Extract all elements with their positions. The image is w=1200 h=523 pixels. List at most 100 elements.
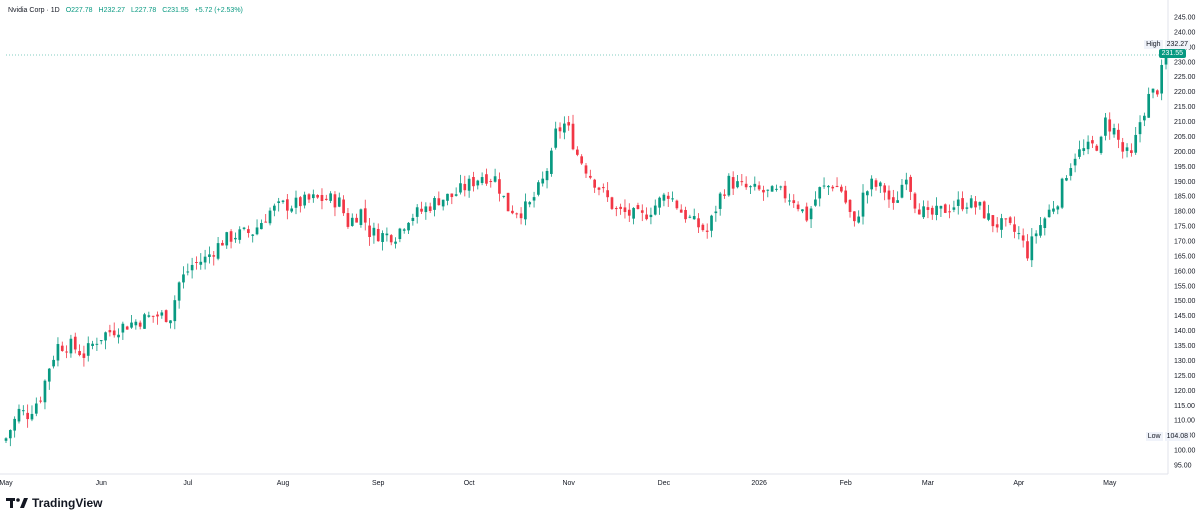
- candle-body: [238, 229, 242, 240]
- x-tick-label: Jul: [183, 480, 192, 487]
- y-tick-label: 100.00: [1174, 448, 1196, 455]
- candle-body: [1052, 208, 1055, 212]
- low-value: L227.78: [130, 7, 157, 14]
- candle-body: [1078, 149, 1081, 157]
- candle-body: [762, 189, 765, 193]
- candle-body: [558, 127, 562, 132]
- candle-body: [866, 191, 869, 196]
- candle-body: [779, 186, 783, 188]
- tradingview-logo[interactable]: TradingView: [6, 496, 102, 510]
- y-tick-label: 135.00: [1174, 343, 1196, 350]
- candle-body: [532, 197, 536, 201]
- candle-body: [1095, 145, 1099, 151]
- candle-body: [645, 214, 648, 220]
- y-tick-label: 170.00: [1174, 239, 1196, 246]
- candle-body: [247, 229, 250, 234]
- candle-body: [17, 408, 21, 422]
- candle-body: [1143, 115, 1146, 121]
- candle-body: [684, 209, 687, 220]
- x-tick-label: Oct: [464, 480, 475, 487]
- candle-body: [904, 179, 908, 185]
- change-value: +5.72 (+2.53%): [194, 7, 243, 14]
- y-tick-label: 225.00: [1174, 74, 1196, 81]
- candle-body: [666, 195, 670, 199]
- x-tick-label: Jun: [96, 480, 107, 487]
- candle-body: [545, 170, 549, 181]
- candle-body: [801, 209, 804, 212]
- candle-body: [91, 343, 94, 347]
- candle-body: [43, 380, 47, 403]
- candle-body: [433, 197, 436, 210]
- candle-body: [978, 202, 982, 206]
- candle-body: [1091, 140, 1094, 144]
- candle-body: [173, 300, 177, 322]
- candle-body: [749, 186, 752, 188]
- candle-body: [1000, 218, 1003, 230]
- candle-body: [874, 180, 878, 187]
- candle-body: [480, 177, 484, 184]
- candle-body: [121, 323, 125, 333]
- candle-body: [463, 183, 467, 191]
- candle-body: [636, 205, 640, 209]
- candle-body: [969, 198, 973, 208]
- candle-body: [606, 190, 609, 198]
- candle-body: [428, 206, 432, 212]
- candle-body: [372, 227, 376, 236]
- close-value: C231.55: [162, 7, 189, 14]
- candle-body: [853, 211, 856, 222]
- candle-body: [1069, 168, 1073, 176]
- candle-body: [441, 199, 445, 207]
- candle-body: [571, 123, 575, 150]
- candle-body: [948, 211, 951, 213]
- candle-body: [619, 206, 622, 209]
- candle-body: [1034, 233, 1038, 237]
- candle-body: [580, 156, 584, 164]
- candle-body: [744, 183, 748, 188]
- candle-body: [1039, 225, 1042, 236]
- candle-body: [961, 198, 964, 210]
- candle-body: [337, 197, 341, 207]
- candle-body: [446, 193, 449, 201]
- candle-body: [234, 237, 237, 240]
- candle-body: [459, 183, 462, 193]
- candle-body: [316, 195, 319, 198]
- candle-body: [554, 128, 558, 148]
- candle-body: [359, 209, 363, 225]
- candle-body: [30, 413, 34, 420]
- candle-body: [1086, 141, 1090, 150]
- candle-body: [493, 176, 497, 182]
- y-tick-label: 130.00: [1174, 358, 1196, 365]
- candle-body: [381, 233, 384, 242]
- candle-body: [679, 209, 683, 213]
- candle-body: [783, 185, 787, 199]
- candle-body: [610, 197, 614, 209]
- candle-body: [649, 214, 653, 218]
- candle-body: [1164, 53, 1168, 65]
- x-tick-label: 2026: [751, 480, 767, 487]
- candle-body: [298, 197, 302, 207]
- candle-body: [601, 187, 605, 189]
- candle-body: [69, 338, 73, 354]
- candle-body: [861, 192, 865, 217]
- candle-body: [346, 213, 350, 227]
- candle-body: [736, 181, 739, 188]
- candle-body: [640, 210, 644, 213]
- y-tick-label: 220.00: [1174, 89, 1196, 96]
- y-tick-label: 120.00: [1174, 388, 1196, 395]
- candle-body: [1082, 148, 1086, 151]
- candle-body: [731, 177, 735, 189]
- candle-body: [303, 194, 306, 206]
- candle-body: [411, 217, 415, 221]
- last-price-badge: 231.55: [1158, 49, 1186, 58]
- candle-body: [818, 187, 822, 199]
- x-tick-label: Sep: [372, 480, 385, 487]
- candle-body: [675, 200, 679, 209]
- candle-body: [82, 353, 86, 358]
- candle-body: [718, 193, 722, 209]
- candle-body: [563, 123, 566, 133]
- candle-body: [913, 193, 917, 209]
- candle-body: [255, 227, 259, 235]
- candle-body: [917, 209, 921, 215]
- candle-body: [567, 122, 571, 126]
